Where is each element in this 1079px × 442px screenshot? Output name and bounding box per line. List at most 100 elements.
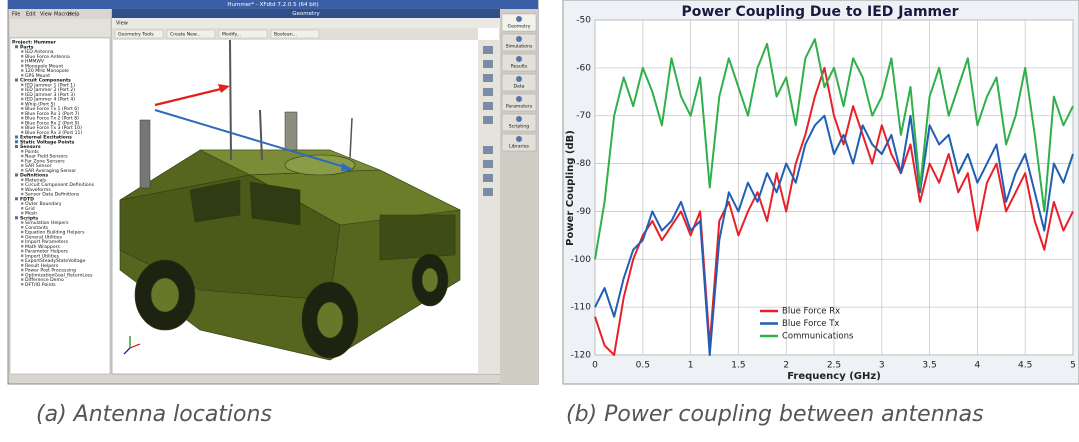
tree-item: Blue Force Tx 2 (Port 8) [25,116,79,122]
x-axis-label: Frequency (GHz) [787,371,881,382]
tree-icon [15,78,18,82]
tree-icon [21,240,24,243]
tree-icon [21,183,24,186]
tree-item: Whip (Port 5) [25,101,55,107]
tree-icon [21,202,24,205]
tree-item: Points [25,149,39,155]
tree-icon [21,245,24,248]
tree-icon [21,192,24,196]
tree-icon [21,283,24,286]
tree-item: Materials [25,177,47,183]
tree-item: Waveforms [25,187,51,193]
sidebar-tab [501,53,537,72]
tree-item: Equation Building Helpers [25,230,85,236]
sidebar-icon [516,36,522,42]
tree-icon [15,216,18,220]
x-tick-label: 2 [783,361,789,371]
tree-icon [15,135,18,139]
tree-icon [21,150,24,153]
tree-item: HMMWV [25,59,45,65]
x-tick-label: 3.5 [922,361,936,371]
tree-item: Grid [25,206,35,212]
sidebar-icon [516,76,522,82]
tree-icon [21,249,24,253]
tree-icon [21,268,24,272]
tree-section: Circuit Components [20,78,71,84]
toolbar-area [10,19,110,37]
y-tick-label: -110 [571,303,592,313]
tree-icon [21,107,24,110]
sidebar-tab [501,133,537,152]
toolbar-label: Modify... [222,32,241,38]
sidebar-label: Parameters [506,104,533,110]
tree-section: Scripts [20,215,38,221]
view-label: View [116,21,128,27]
tree-item: SAR Sensor [25,163,52,169]
y-tick-label: -60 [576,63,591,73]
menu-item: Macros [54,12,72,18]
tree-icon [15,197,18,201]
tree-icon [21,259,24,262]
tree-item: Blue Force Rx 3 (Port 11) [25,130,82,136]
tree-icon [15,173,18,177]
tree-item: Monopole Mount [25,63,63,69]
x-tick-label: 1.5 [731,361,745,371]
project-tree-panel [9,37,111,375]
tree-icon [21,97,24,101]
y-tick-label: -80 [576,159,591,169]
toolbar-button [166,29,216,39]
tree-root: Project: Hummer [12,40,57,46]
sidebar-icon [516,56,522,62]
tree-item: OptimizationGoal_ReturnLoss [25,272,93,278]
tree-item: SAR Averaging Sensor [25,168,76,174]
tree-item: Import Utilities [25,253,60,259]
menu-item: View [40,12,52,18]
axis-triad [123,336,141,355]
tree-item: Result Helpers [25,263,59,269]
tree-item: IED Jammer 3 (Port 3) [25,92,75,98]
tree-icon [21,264,24,267]
tree-icon [21,126,24,129]
tree-icon [21,88,24,91]
tree-item: Mesh [25,211,37,217]
legend-label: Communications [782,332,854,342]
tree-icon [15,140,18,144]
sidebar-icon [516,96,522,102]
sidebar-label: Geometry [508,24,531,30]
humvee-model [119,149,462,361]
sidebar-label: Data [514,84,525,90]
tree-section: Definitions [20,173,48,179]
tree-icon [21,55,24,58]
tree-icon [21,112,24,115]
sidebar-label: Scripting [509,124,530,130]
tree-icon [15,145,18,148]
tree-section: Sensors [20,144,41,150]
title-text: Hummer* - XFdtd 7.2.0.5 (64 bit) [227,2,318,8]
sidebar-tab [501,33,537,52]
y-tick-label: -120 [571,351,592,361]
sidebar-tab [501,13,537,32]
series-line [594,66,1074,356]
x-tick-label: 2.5 [827,361,841,371]
tree-icon [21,207,24,210]
sidebar-icon [516,136,522,142]
tree-item: Outer Boundary [25,201,62,207]
x-tick-label: 0.5 [636,361,650,371]
tree-item: Parameter Helpers [25,249,69,255]
tree-icon [21,116,24,120]
x-tick-label: 3 [879,361,885,371]
y-axis-label: Power Coupling (dB) [565,130,576,246]
tree-item: IED Jammer 2 (Port 2) [25,87,75,93]
tree-item: IED Jammer 4 (Port 4) [25,97,75,103]
x-tick-label: 4.5 [1018,361,1032,371]
tree-icon [21,159,24,162]
series-line [594,38,1074,260]
tree-item: Math Wrappers [25,244,61,250]
screenshot: Hummer* - XFdtd 7.2.0.5 (64 bit) File Edi… [7,0,539,385]
tree-item: Sensor Data Definitions [25,192,80,198]
sidebar-icon [516,16,522,22]
tree-item: GPS Mount [25,73,50,79]
tree-item: Blue Force Tx 3 (Port 10) [25,125,82,131]
window-title-bar [112,9,500,18]
